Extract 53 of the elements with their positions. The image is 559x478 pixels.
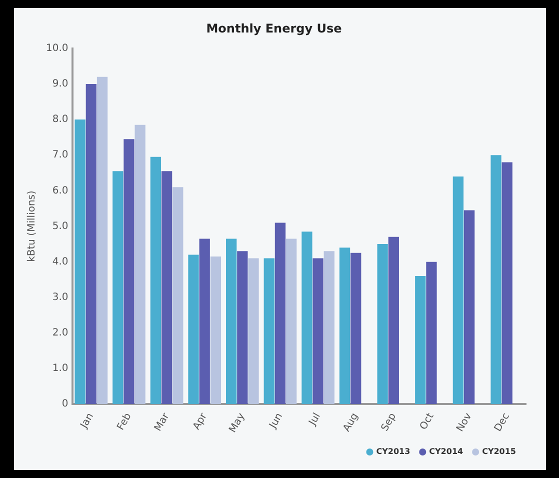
bar <box>286 238 297 404</box>
bar <box>112 171 124 404</box>
bar <box>96 76 108 404</box>
y-tick-label: 6.0 <box>52 185 68 196</box>
x-tick-label: Jan <box>78 411 96 432</box>
bar <box>124 139 134 404</box>
bar <box>172 187 184 404</box>
y-tick-label: 8.0 <box>52 114 68 126</box>
y-tick-label: 7.0 <box>52 150 68 161</box>
bar <box>490 155 502 404</box>
x-tick-label: Sep <box>380 411 399 434</box>
bar <box>324 251 334 404</box>
y-tick-label: 0 <box>62 398 68 410</box>
bar <box>452 176 464 404</box>
bar <box>502 162 512 404</box>
bar <box>302 232 312 404</box>
bar <box>150 156 162 404</box>
y-tick-label: 4.0 <box>52 256 68 268</box>
bar <box>377 244 388 404</box>
bar <box>199 238 210 404</box>
bar <box>248 258 259 404</box>
legend-label: CY2013 <box>376 447 410 456</box>
y-tick-label: 3.0 <box>52 292 68 303</box>
chart-title: Monthly Energy Use <box>206 21 342 36</box>
bar <box>312 258 324 404</box>
bar <box>86 84 96 404</box>
x-tick-label: Feb <box>115 411 134 432</box>
bar <box>226 238 237 404</box>
bar <box>264 258 274 404</box>
y-axis-title: kBtu (Millions) <box>26 190 38 262</box>
bar <box>274 222 286 404</box>
y-tick-label: 10.0 <box>46 42 68 54</box>
bar <box>74 120 86 404</box>
bar <box>388 236 399 404</box>
legend-label: CY2015 <box>482 447 516 456</box>
y-tick-label: 5.0 <box>52 220 68 232</box>
bar <box>237 251 248 404</box>
bar <box>161 171 172 404</box>
bar <box>188 254 199 404</box>
bar <box>134 124 146 404</box>
bar <box>415 276 426 404</box>
legend-label: CY2014 <box>429 447 464 456</box>
y-tick-label: 9.0 <box>52 78 68 90</box>
bar <box>339 248 350 404</box>
y-tick-label: 1.0 <box>52 363 68 374</box>
bar <box>464 210 475 404</box>
bar <box>426 262 437 404</box>
x-tick-label: Jul <box>306 411 323 428</box>
x-tick-label: Oct <box>418 411 436 432</box>
y-tick-label: 2.0 <box>52 328 68 339</box>
bar <box>350 252 362 404</box>
x-tick-label: Jun <box>267 411 286 432</box>
bar <box>210 256 222 404</box>
